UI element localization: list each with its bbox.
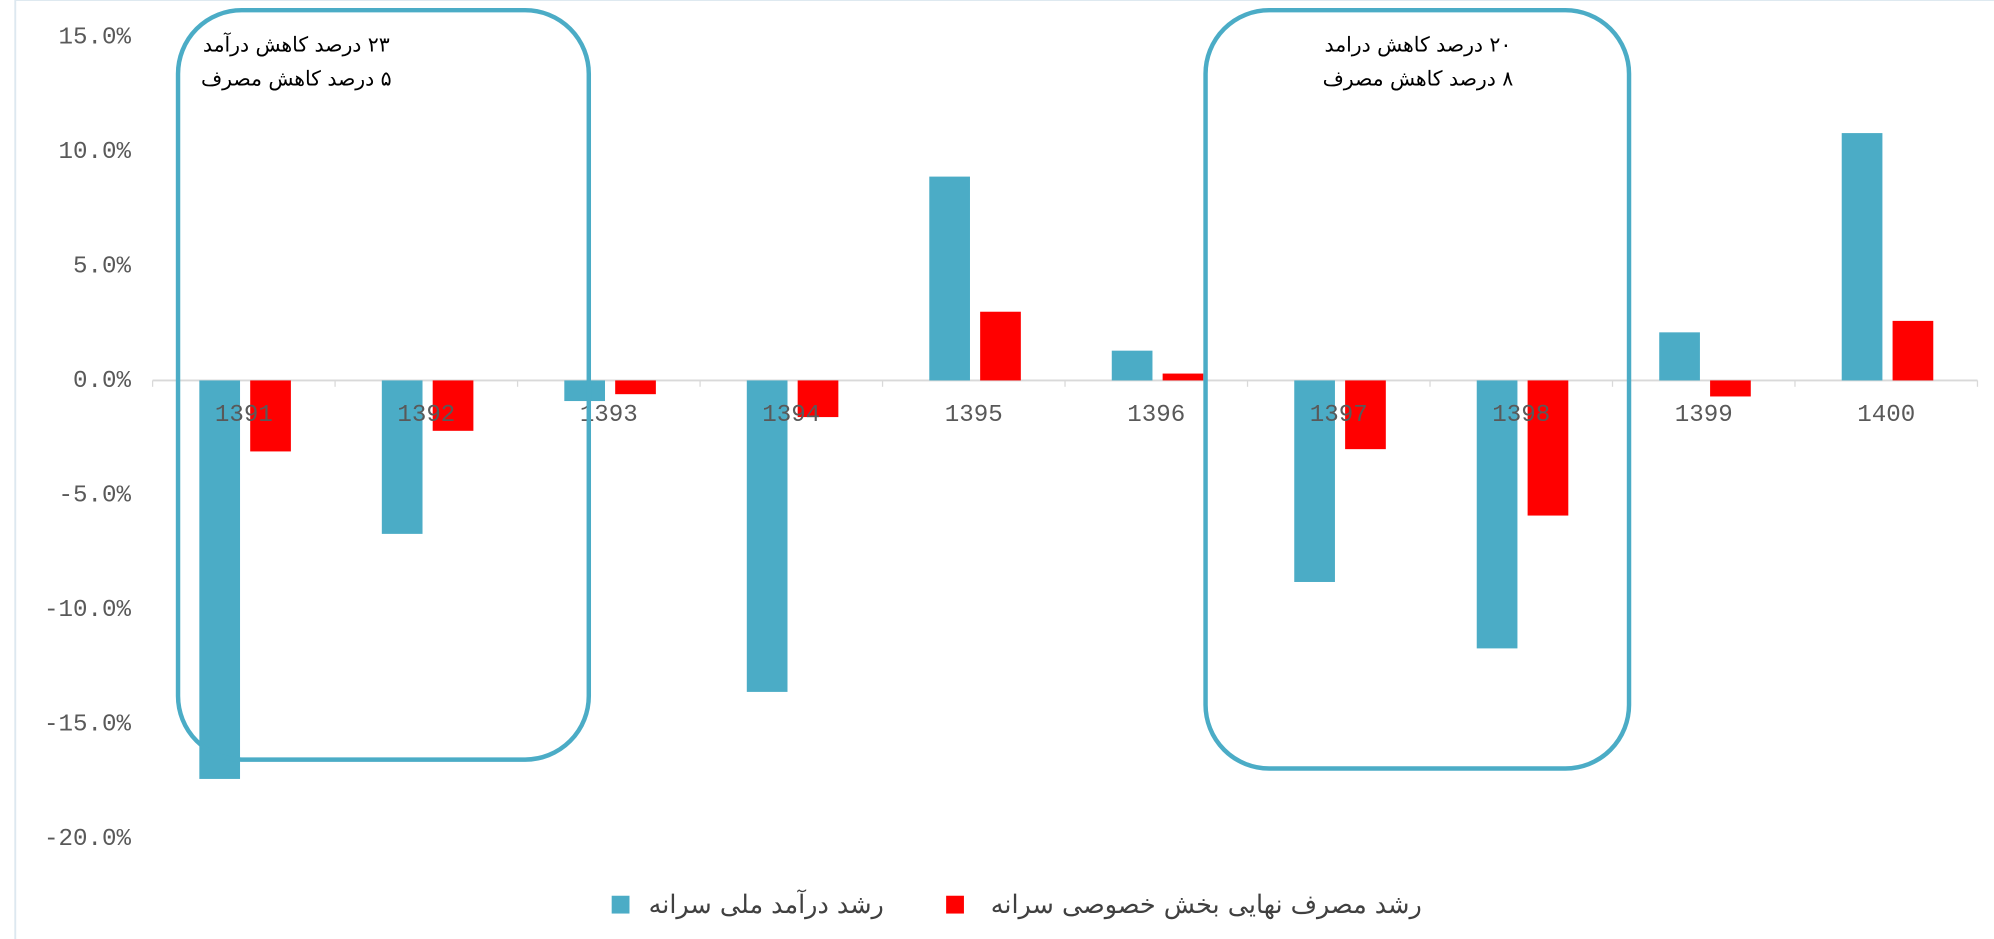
x-tick-label: 1395 bbox=[945, 402, 1003, 429]
bar bbox=[1294, 380, 1335, 582]
bar bbox=[1111, 350, 1153, 381]
x-tick-label: 1394 bbox=[762, 402, 820, 429]
annotation-text: ۲۳ درصد کاهش درآمد bbox=[203, 32, 390, 56]
legend-swatch bbox=[611, 895, 630, 914]
bar bbox=[1659, 332, 1700, 381]
bar bbox=[199, 380, 241, 779]
annotation-box bbox=[175, 7, 592, 762]
x-tick-label: 1400 bbox=[1857, 402, 1915, 429]
bar bbox=[797, 380, 839, 418]
bar bbox=[381, 380, 423, 534]
bar bbox=[980, 311, 1021, 381]
x-tick-label: 1399 bbox=[1675, 402, 1733, 429]
y-tick-label: 10.0% bbox=[59, 139, 132, 166]
bar bbox=[1710, 380, 1751, 397]
bar bbox=[1162, 373, 1204, 381]
bar bbox=[1476, 380, 1518, 649]
x-tick-label: 1398 bbox=[1492, 402, 1550, 429]
y-tick-label: -5.0% bbox=[59, 482, 132, 509]
legend-label: رشد درآمد ملی سرانه bbox=[649, 889, 884, 920]
bar bbox=[1527, 380, 1569, 516]
x-tick-label: 1396 bbox=[1127, 402, 1185, 429]
bar bbox=[929, 176, 970, 381]
annotation-text: ۸ درصد کاهش مصرف bbox=[1323, 67, 1514, 91]
bar bbox=[250, 380, 291, 452]
bar bbox=[1841, 133, 1883, 381]
bar bbox=[564, 380, 606, 402]
y-tick-label: -10.0% bbox=[44, 597, 131, 624]
bar bbox=[432, 380, 474, 431]
x-tick-label: 1391 bbox=[215, 402, 273, 429]
bar bbox=[615, 380, 656, 395]
annotation-text: ۲۰ درصد کاهش درامد bbox=[1325, 32, 1512, 56]
bar bbox=[1892, 320, 1934, 381]
y-tick-label: -20.0% bbox=[44, 826, 131, 853]
legend-swatch bbox=[946, 895, 964, 914]
chart-frame bbox=[14, 0, 1994, 939]
y-tick-label: 5.0% bbox=[73, 253, 131, 280]
annotation-box bbox=[1203, 7, 1632, 771]
x-tick-label: 1397 bbox=[1310, 402, 1368, 429]
x-tick-label: 1392 bbox=[397, 402, 455, 429]
bar bbox=[746, 380, 788, 692]
legend-label: رشد مصرف نهایی بخش خصوصی سرانه bbox=[991, 889, 1422, 920]
y-tick-label: -15.0% bbox=[44, 711, 131, 738]
annotation-text: ۵ درصد کاهش مصرف bbox=[201, 67, 392, 91]
y-tick-label: 0.0% bbox=[73, 368, 131, 395]
y-tick-label: 15.0% bbox=[59, 24, 132, 51]
bar bbox=[1345, 380, 1386, 450]
